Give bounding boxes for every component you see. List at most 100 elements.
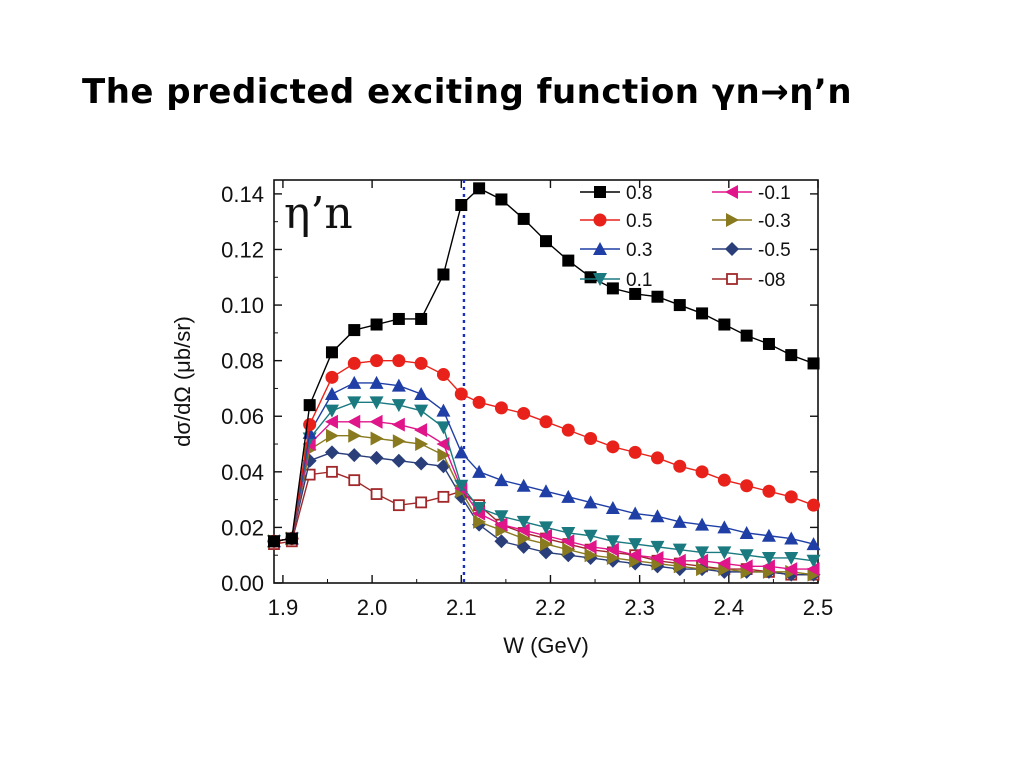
data-point bbox=[762, 337, 775, 350]
data-point bbox=[672, 553, 686, 568]
data-point bbox=[673, 459, 687, 473]
series-layer bbox=[267, 182, 821, 582]
legend: 0.8 0.5 0.3 0.1 -0.1 -0.3 -0.5 -08 bbox=[580, 183, 791, 291]
data-point bbox=[717, 556, 731, 571]
data-point bbox=[414, 423, 428, 438]
data-point bbox=[562, 254, 575, 267]
data-point bbox=[785, 349, 798, 362]
data-point bbox=[651, 290, 664, 303]
series-0.3 bbox=[267, 375, 821, 551]
data-point bbox=[672, 514, 687, 528]
data-point bbox=[539, 521, 553, 535]
legend-marker bbox=[593, 242, 607, 255]
y-tick-label: 0.06 bbox=[221, 404, 264, 429]
legend-marker bbox=[593, 213, 607, 227]
data-point bbox=[784, 562, 798, 577]
data-point bbox=[762, 484, 776, 498]
data-point bbox=[718, 318, 731, 331]
data-point bbox=[494, 517, 508, 532]
x-axis-label: W (GeV) bbox=[503, 633, 589, 658]
plot-frame bbox=[273, 179, 819, 584]
data-point bbox=[673, 299, 686, 312]
data-point bbox=[348, 428, 362, 443]
data-point bbox=[472, 395, 486, 409]
data-point bbox=[516, 523, 530, 538]
data-point bbox=[436, 403, 451, 417]
data-point bbox=[717, 473, 731, 487]
data-point bbox=[436, 421, 451, 435]
series-0.5 bbox=[267, 354, 821, 548]
data-point bbox=[740, 329, 753, 342]
data-point bbox=[761, 551, 776, 565]
legend-marker bbox=[726, 213, 739, 227]
legend-marker bbox=[726, 273, 738, 285]
data-point bbox=[325, 346, 338, 359]
x-tick-label: 2.5 bbox=[803, 595, 834, 620]
data-point bbox=[369, 450, 384, 465]
data-point bbox=[454, 445, 469, 459]
data-point bbox=[392, 354, 406, 368]
data-point bbox=[584, 548, 598, 563]
data-point bbox=[414, 456, 429, 471]
data-point bbox=[391, 453, 406, 468]
data-point bbox=[494, 534, 509, 549]
legend-label: 0.8 bbox=[626, 183, 652, 204]
data-point bbox=[628, 506, 643, 520]
data-point bbox=[392, 499, 405, 512]
data-point bbox=[650, 509, 665, 523]
data-point bbox=[324, 445, 339, 460]
data-point bbox=[561, 534, 575, 549]
data-point bbox=[784, 551, 799, 565]
data-point bbox=[347, 396, 362, 410]
data-point bbox=[326, 465, 338, 478]
data-point bbox=[324, 414, 338, 429]
data-point bbox=[562, 542, 576, 557]
legend-marker bbox=[725, 185, 738, 199]
x-tick-label: 2.2 bbox=[535, 595, 566, 620]
data-point bbox=[761, 528, 776, 542]
data-point bbox=[561, 526, 576, 540]
data-point bbox=[606, 550, 620, 565]
data-point bbox=[494, 473, 509, 487]
y-tick-label: 0.00 bbox=[221, 571, 264, 596]
y-tick-label: 0.04 bbox=[221, 460, 264, 485]
series--0.5 bbox=[267, 445, 821, 582]
data-point bbox=[628, 445, 642, 459]
data-point bbox=[540, 235, 552, 248]
data-point bbox=[583, 539, 597, 554]
data-point bbox=[672, 543, 687, 557]
data-point bbox=[695, 553, 709, 568]
data-point bbox=[561, 489, 576, 503]
data-point bbox=[807, 357, 820, 370]
data-point bbox=[696, 307, 709, 320]
data-point bbox=[415, 496, 428, 509]
legend-label: -0.1 bbox=[758, 183, 791, 204]
data-point bbox=[494, 401, 508, 415]
data-point bbox=[391, 417, 405, 432]
data-point bbox=[717, 520, 732, 534]
legend-item-0.1: 0.1 bbox=[580, 270, 652, 291]
data-point bbox=[347, 414, 361, 429]
x-tick-label: 2.3 bbox=[624, 595, 655, 620]
data-point bbox=[739, 549, 754, 563]
y-tick-label: 0.14 bbox=[221, 182, 264, 207]
data-point bbox=[415, 437, 429, 452]
data-point bbox=[806, 562, 820, 577]
data-point bbox=[761, 559, 775, 574]
data-point bbox=[517, 212, 530, 225]
data-point bbox=[605, 535, 620, 549]
data-point bbox=[369, 375, 384, 389]
data-point bbox=[370, 318, 383, 331]
data-point bbox=[696, 562, 710, 577]
data-point bbox=[539, 415, 553, 429]
data-point bbox=[392, 434, 406, 449]
slide-title: The predicted exciting function γn→η’n bbox=[82, 72, 853, 112]
data-point bbox=[784, 531, 799, 545]
data-point bbox=[695, 546, 710, 560]
legend-label: 0.1 bbox=[626, 270, 652, 291]
series-0.8 bbox=[268, 182, 820, 548]
data-point bbox=[303, 399, 316, 412]
legend-label: -0.5 bbox=[758, 240, 791, 261]
data-point bbox=[437, 448, 451, 463]
data-point bbox=[325, 370, 339, 384]
